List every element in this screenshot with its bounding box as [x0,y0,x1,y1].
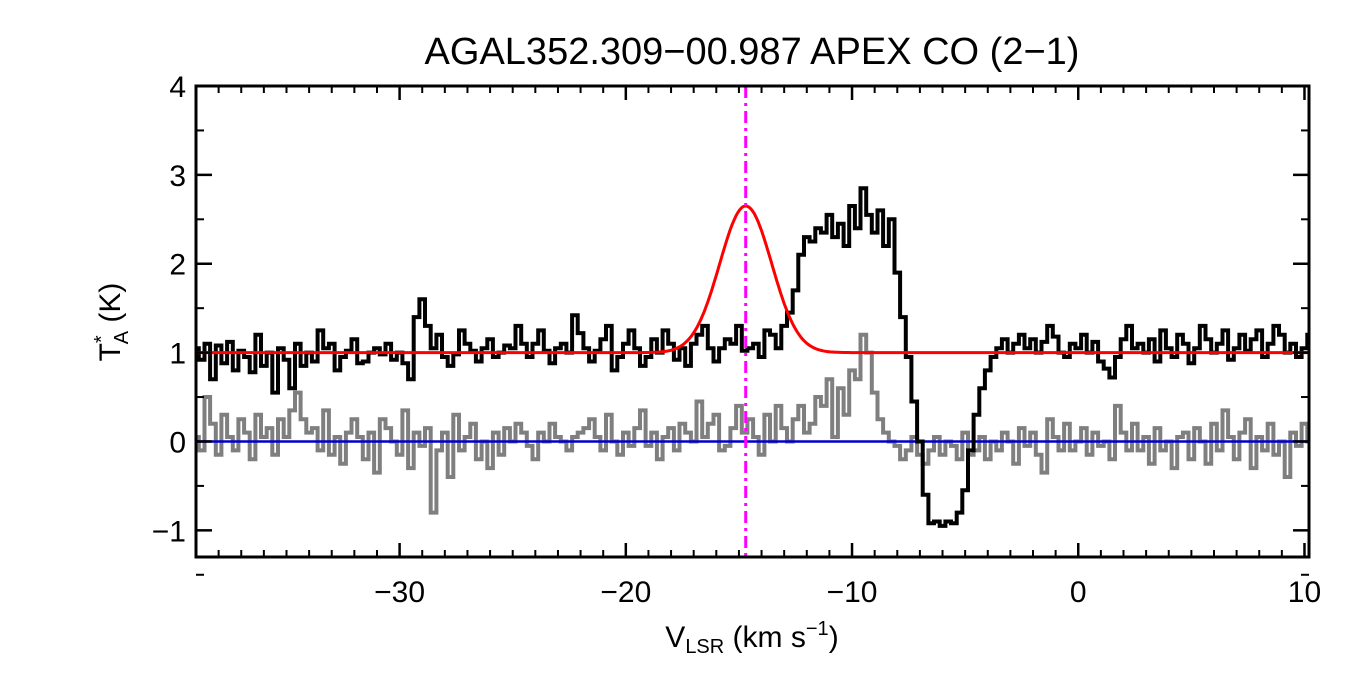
x-tick-label: −10 [827,576,878,609]
y-axis-label: T*A (K) [91,283,133,362]
plot-marks [196,86,1309,557]
x-axis-label-unit-exp: −1 [806,618,829,640]
x-axis-label-unit: (km s [724,621,806,654]
y-tick-label: −1 [152,515,186,548]
plot-area [196,86,1309,557]
x-tick-label: 0 [1070,576,1087,609]
y-axis-label-unit: (K) [94,283,127,331]
y-axis-label-sub: A [111,330,133,344]
y-tick-label: 3 [169,160,186,193]
x-tick-label: −30 [374,576,425,609]
x-axis-label-main: V [665,621,685,654]
series-gaussian-fit [196,204,1309,355]
x-axis-label-sub: LSR [685,636,724,658]
y-tick-label: 4 [169,71,186,104]
series-residual [196,332,1309,515]
x-axis-label-unit-end: ) [829,621,839,654]
x-tick-label: −20 [600,576,651,609]
y-axis-label-sup: * [91,335,113,343]
x-axis-label: VLSR (km s−1) [665,618,838,658]
y-tick-label: 0 [169,426,186,459]
chart-title: AGAL352.309−00.987 APEX CO (2−1) [425,31,1080,73]
y-tick-label: 1 [169,338,186,371]
x-tick-label: 10 [1288,576,1321,609]
y-axis-label-main: T [94,343,127,361]
plot-frame [194,84,1311,559]
y-tick-label: 2 [169,249,186,282]
series-spectrum [196,186,1309,528]
